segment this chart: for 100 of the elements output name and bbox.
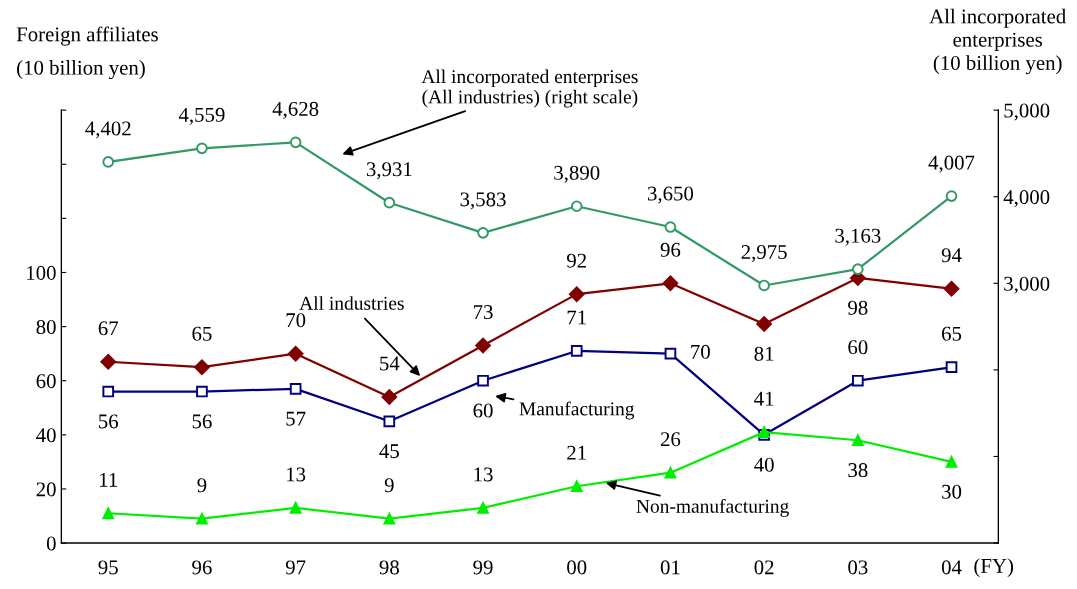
data-label: 4,628 [272, 101, 319, 119]
data-label: 73 [473, 305, 493, 320]
data-label: 56 [99, 414, 119, 429]
point [383, 196, 396, 209]
point [381, 389, 398, 405]
point [756, 316, 772, 332]
data-label: 3,890 [554, 165, 600, 183]
data-label: 40 [754, 457, 774, 472]
data-label: 3,163 [835, 228, 881, 246]
data-label: 67 [98, 321, 119, 336]
point [289, 136, 302, 149]
point [945, 456, 958, 468]
point [102, 507, 115, 520]
data-label: 65 [942, 326, 962, 341]
point [289, 383, 302, 395]
data-label: 56 [192, 414, 212, 429]
y-tick-label: 40 [36, 428, 56, 443]
data-label: 45 [379, 444, 399, 459]
data-label: 26 [660, 432, 681, 447]
point [477, 374, 489, 387]
data-label: 4,007 [928, 155, 975, 173]
data-label: 3,931 [366, 162, 412, 180]
text: All incorporated enterprises (All industries) (right scale) [421, 69, 638, 108]
data-label: 13 [287, 467, 306, 482]
data-label: 70 [691, 344, 710, 359]
y-tick-label: 0 [46, 536, 56, 551]
y2-tick-label: 4,000 [1003, 190, 1050, 208]
series-label: All industries [299, 296, 404, 310]
point [852, 434, 864, 447]
data-label: 70 [286, 313, 306, 328]
point [570, 200, 583, 213]
point [477, 227, 489, 239]
point [945, 190, 958, 202]
x-tick-label: 99 [473, 560, 493, 575]
y-tick-label: 100 [27, 265, 56, 280]
x-tick-label: 04 [941, 560, 962, 575]
point [852, 374, 864, 387]
data-label: 13 [474, 467, 493, 482]
point [570, 480, 583, 493]
point [943, 280, 960, 297]
point [287, 345, 304, 362]
x-axis-title: (FY) [974, 558, 1014, 578]
data-label: 71 [567, 310, 586, 325]
y2-tick-label: 3,000 [1004, 276, 1050, 294]
data-label: 3,650 [647, 186, 694, 204]
point [383, 512, 396, 525]
point [568, 286, 585, 302]
point [570, 345, 583, 357]
data-label: 21 [567, 445, 586, 460]
data-label: 9 [197, 478, 207, 493]
data-label: 38 [848, 463, 868, 478]
y-tick-label: 60 [36, 374, 56, 389]
data-label: 92 [566, 253, 586, 268]
x-tick-label: 95 [98, 560, 118, 575]
data-label: 65 [192, 326, 212, 341]
point [758, 279, 770, 292]
x-tick-label: 96 [192, 560, 212, 575]
data-label: 60 [848, 340, 868, 355]
data-label: 41 [754, 391, 774, 406]
point [100, 353, 117, 370]
data-label: 54 [380, 356, 400, 371]
point [196, 512, 208, 525]
y-axis-title: Foreign affiliates (10 billion yen) [16, 26, 158, 80]
x-tick-label: 02 [754, 560, 774, 575]
data-label: 4,559 [178, 107, 225, 125]
point [664, 466, 677, 479]
data-label: 4,402 [85, 121, 131, 139]
point [475, 337, 491, 354]
series-label: Manufacturing [519, 401, 635, 420]
data-label: 98 [848, 300, 868, 315]
data-label: 2,975 [741, 245, 787, 263]
data-label: 9 [384, 478, 394, 493]
data-label: 60 [473, 403, 493, 418]
point [664, 221, 677, 233]
point [196, 142, 208, 155]
point [383, 415, 396, 428]
data-label: 94 [941, 248, 962, 263]
y-tick-label: 20 [36, 482, 56, 497]
data-label: 3,583 [460, 192, 506, 210]
point [662, 275, 679, 292]
y2-tick-label: 5,000 [1004, 103, 1050, 121]
data-label: 57 [286, 411, 306, 426]
x-tick-label: 00 [567, 560, 587, 575]
point [664, 347, 677, 360]
point [194, 359, 210, 376]
point [102, 385, 115, 398]
data-label: 30 [942, 484, 962, 499]
point [196, 385, 208, 398]
data-label: 96 [660, 242, 681, 257]
series-label: Non-manufacturing [636, 498, 789, 517]
point [945, 361, 958, 374]
point [852, 263, 864, 276]
x-tick-label: 01 [660, 560, 680, 575]
y2-axis-title: All incorporated enterprises (10 billion yen) [929, 8, 1066, 75]
point [102, 156, 115, 168]
data-label: 11 [100, 472, 118, 487]
data-label: 81 [754, 346, 774, 361]
x-tick-label: 98 [379, 560, 399, 575]
x-tick-label: 03 [848, 560, 868, 575]
y-tick-label: 80 [36, 319, 56, 335]
